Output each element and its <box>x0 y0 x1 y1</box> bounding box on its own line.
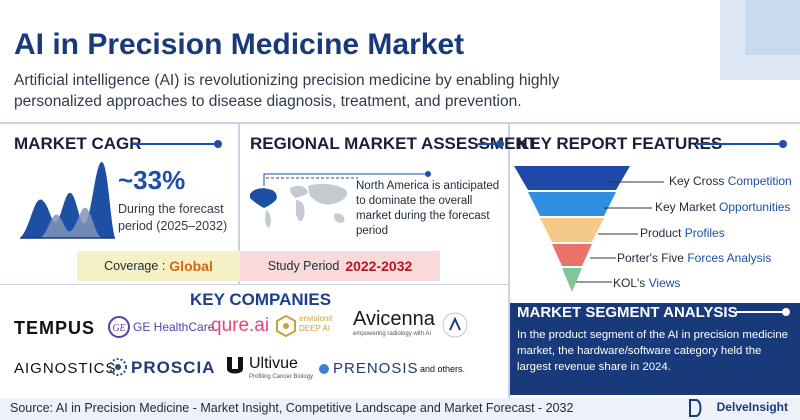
logo-avicenna-tagline: empowering radiology with AI <box>353 331 432 337</box>
feature-item-3-text: Product <box>640 226 685 240</box>
features-funnel-graphic <box>514 166 630 292</box>
svg-text:GE: GE <box>112 323 125 334</box>
funnel-layer-3 <box>540 218 604 242</box>
companies-heading: KEY COMPANIES <box>190 290 332 309</box>
regional-heading-dot <box>496 140 504 148</box>
feature-item-4-text: Porter's Five <box>617 251 688 265</box>
feature-item-5-highlight: Views <box>648 276 681 290</box>
cagr-heading-line <box>132 143 214 145</box>
segment-heading-line <box>736 311 784 313</box>
intro-text: Artificial intelligence (AI) is revoluti… <box>14 72 560 110</box>
logo-deep-ai: DEEP AI <box>299 324 330 333</box>
study-period-label: Study Period <box>267 259 340 273</box>
divider-companies <box>0 284 508 285</box>
ge-logo-icon: GE <box>108 316 130 338</box>
logo-ultivue: Ultivue <box>249 355 298 372</box>
feature-item-2-text: Key Market <box>655 200 720 214</box>
funnel-layer-5 <box>562 268 582 292</box>
footer-source: Source: AI in Precision Medicine - Marke… <box>10 401 574 415</box>
logo-aignostics: AIGNOSTICS <box>14 360 117 377</box>
footer-bar <box>0 398 800 420</box>
feature-item-4-highlight: Forces Analysis <box>687 251 772 265</box>
regional-text: North America is anticipated to dominate… <box>356 180 500 237</box>
feature-item-2-highlight: Opportunities <box>719 200 791 214</box>
corner-decoration <box>720 0 800 80</box>
funnel-connector-lines <box>576 181 664 283</box>
regional-heading-line <box>478 143 498 145</box>
features-heading-line <box>697 143 779 145</box>
logo-tempus: TEMPUS <box>14 318 96 338</box>
footer-brand: DelveInsight <box>716 400 788 414</box>
logo-proscia: PROSCIA <box>131 358 216 377</box>
feature-item-5: KOL's Views <box>613 276 680 290</box>
logo-avicenna: Avicenna <box>353 308 435 330</box>
envisionit-logo-icon <box>276 314 296 338</box>
feature-item-1-highlight: Competition <box>727 174 792 188</box>
feature-item-5-text: KOL's <box>613 276 649 290</box>
ultivue-logo-icon <box>227 357 243 374</box>
proscia-logo-icon <box>109 358 127 376</box>
segment-panel <box>510 303 800 395</box>
funnel-layer-4 <box>552 244 592 266</box>
companies-others: and others. <box>420 364 466 374</box>
feature-item-1: Key Cross Competition <box>669 174 792 188</box>
logo-ge-healthcare: GE HealthCare <box>133 320 215 334</box>
world-map-graphic <box>250 177 358 228</box>
divider-features <box>508 124 510 398</box>
cagr-heading: MARKET CAGR <box>14 134 142 153</box>
segment-heading-dot <box>782 308 790 316</box>
feature-item-3: Product Profiles <box>640 226 725 240</box>
logo-prenosis: PRENOSIS <box>333 360 419 377</box>
logo-ultivue-tagline: Profiling Cancer Biology <box>249 374 314 380</box>
page-title: AI in Precision Medicine Market <box>14 28 465 61</box>
features-heading: KEY REPORT FEATURES <box>517 134 723 153</box>
cagr-heading-dot <box>214 140 222 148</box>
segment-text: In the product segment of the AI in prec… <box>517 329 788 373</box>
feature-item-3-highlight: Profiles <box>684 226 725 240</box>
cagr-caption: During the forecast period (2025–2032) <box>118 202 228 233</box>
divider-cagr <box>238 124 240 284</box>
cagr-value: ~33% <box>118 165 186 195</box>
cagr-wave-graphic <box>20 161 115 239</box>
funnel-layer-2 <box>528 192 616 216</box>
feature-item-1-text: Key Cross <box>669 174 728 188</box>
segment-heading: MARKET SEGMENT ANALYSIS <box>517 304 738 321</box>
prenosis-logo-icon <box>319 364 329 374</box>
logo-envisionit: envisionit <box>299 314 333 323</box>
delveinsight-logo-icon <box>689 399 702 417</box>
divider-top <box>0 122 800 124</box>
map-callout-line <box>263 171 431 186</box>
features-heading-dot <box>779 140 787 148</box>
feature-item-2: Key Market Opportunities <box>655 200 790 214</box>
avicenna-badge-icon <box>442 312 468 338</box>
coverage-value: Global <box>169 258 213 274</box>
funnel-layer-1 <box>514 166 630 190</box>
logo-qure-ai: qure.ai <box>211 315 270 336</box>
feature-item-4: Porter's Five Forces Analysis <box>617 251 771 265</box>
coverage-label: Coverage : <box>104 259 166 273</box>
regional-heading: REGIONAL MARKET ASSESSMENT <box>250 134 539 153</box>
study-period-box: Study Period 2022-2032 <box>240 251 440 281</box>
coverage-box: Coverage : Global <box>77 251 240 281</box>
study-period-value: 2022-2032 <box>345 258 413 274</box>
